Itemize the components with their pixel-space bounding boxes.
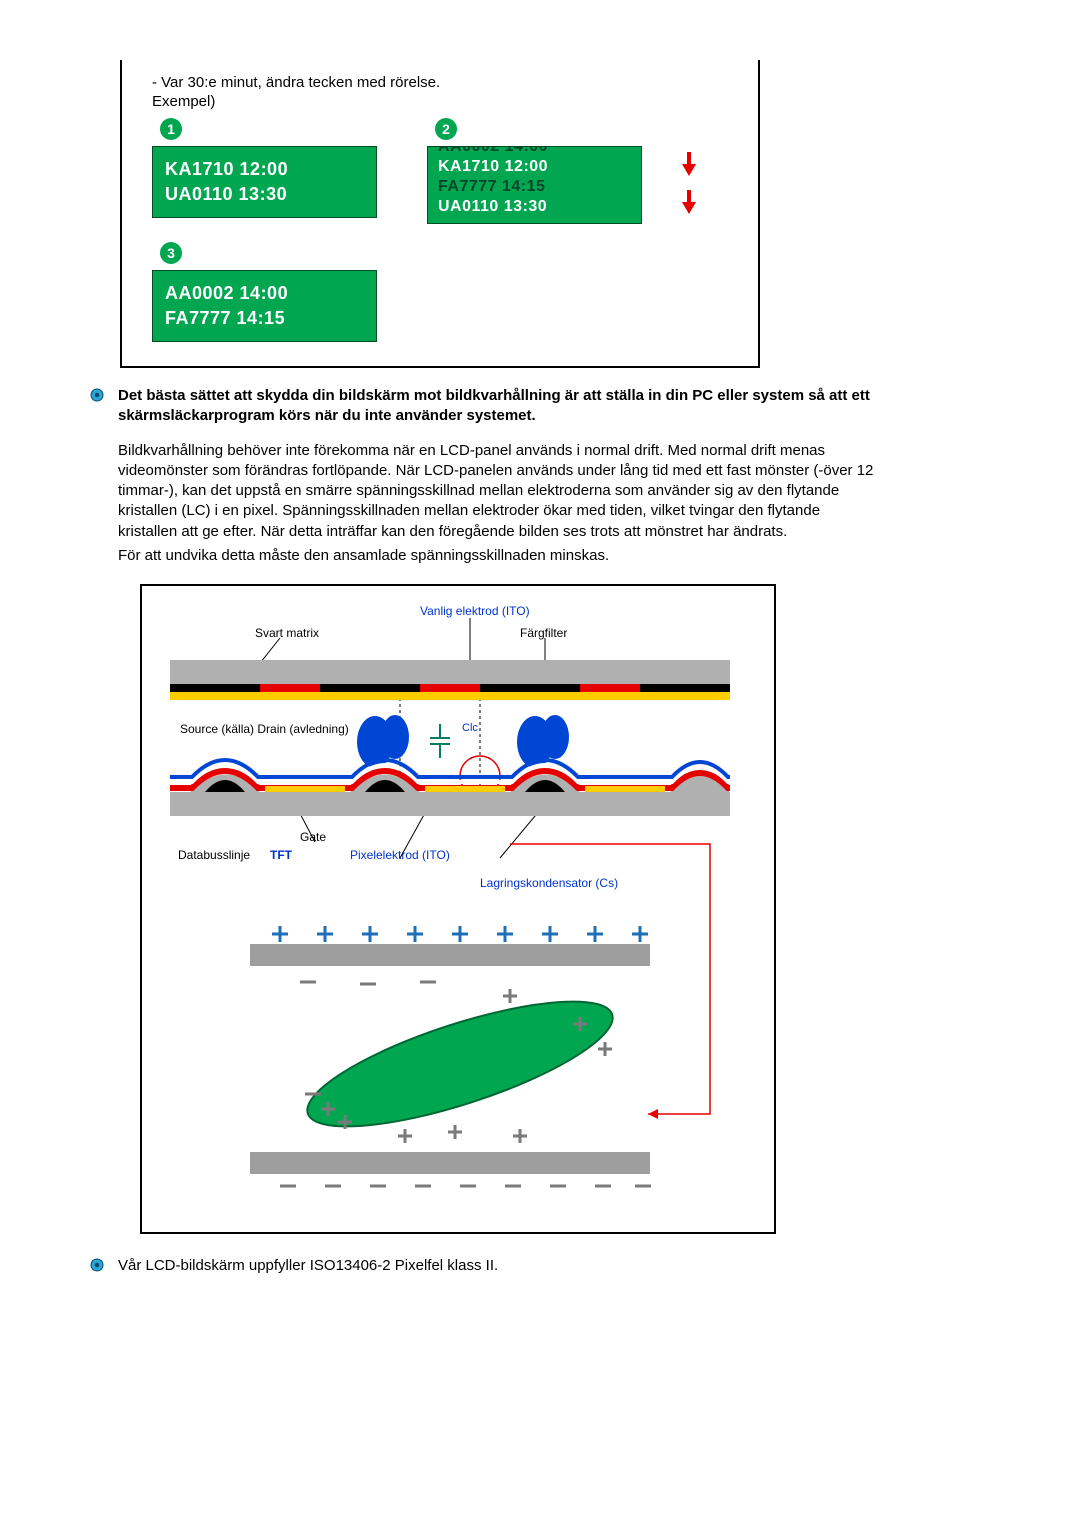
panel-2-r0: AA0002 14:00 (438, 146, 548, 157)
paragraph-1: Bildkvarhållning behöver inte förekomma … (118, 441, 878, 542)
panel-2-r2: FA7777 14:15 (438, 177, 548, 197)
lcd-diagram-box: Vanlig elektrod (ITO) Svart matrix Färgf… (140, 584, 776, 1234)
panel-1: KA1710 12:00 UA0110 13:30 (152, 146, 377, 218)
intro-line-1: - Var 30:e minut, ändra tecken med rörel… (152, 74, 728, 91)
panel-2-r3: UA0110 13:30 (438, 197, 548, 217)
capacitor-svg (210, 904, 710, 1204)
panel-1-line-2: UA0110 13:30 (165, 182, 364, 207)
bullet-icon (90, 1258, 104, 1272)
intro-line-2: Exempel) (152, 93, 728, 110)
panel-3-col: 3 AA0002 14:00 FA7777 14:15 (152, 242, 728, 342)
panel-2: AA0002 14:00 KA1710 12:00 FA7777 14:15 U… (427, 146, 642, 224)
cross-section-svg (170, 642, 730, 822)
badge-2: 2 (435, 118, 457, 140)
panel-2-wrap: AA0002 14:00 KA1710 12:00 FA7777 14:15 U… (427, 146, 672, 224)
panel-3: AA0002 14:00 FA7777 14:15 (152, 270, 377, 342)
bullet-text-1: Det bästa sättet att skydda din bildskär… (118, 386, 990, 427)
down-arrow-icon (680, 190, 698, 214)
panel-3-line-1: AA0002 14:00 (165, 281, 364, 306)
panel-2-r1: KA1710 12:00 (438, 157, 548, 177)
capacitor-diagram (150, 904, 766, 1214)
badge-3: 3 (160, 242, 182, 264)
panel-1-line-1: KA1710 12:00 (165, 157, 364, 182)
example-box: - Var 30:e minut, ändra tecken med rörel… (120, 60, 760, 368)
panel-3-line-2: FA7777 14:15 (165, 306, 364, 331)
panel-2-col: 2 AA0002 14:00 KA1710 12:00 FA7777 14:15… (427, 118, 652, 224)
example-row: 1 KA1710 12:00 UA0110 13:30 2 AA0002 14:… (152, 118, 728, 224)
bullet-icon (90, 388, 104, 402)
cross-section: Vanlig elektrod (ITO) Svart matrix Färgf… (150, 604, 766, 864)
bullet-row-1: Det bästa sättet att skydda din bildskär… (90, 386, 990, 427)
label-lagring: Lagringskondensator (Cs) (480, 876, 618, 890)
badge-1: 1 (160, 118, 182, 140)
paragraph-2: För att undvika detta måste den ansamlad… (118, 546, 878, 566)
footer-row: Vår LCD-bildskärm uppfyller ISO13406-2 P… (90, 1256, 990, 1276)
panel-1-col: 1 KA1710 12:00 UA0110 13:30 (152, 118, 377, 224)
footer-text: Vår LCD-bildskärm uppfyller ISO13406-2 P… (118, 1256, 498, 1276)
down-arrow-icon (680, 152, 698, 176)
